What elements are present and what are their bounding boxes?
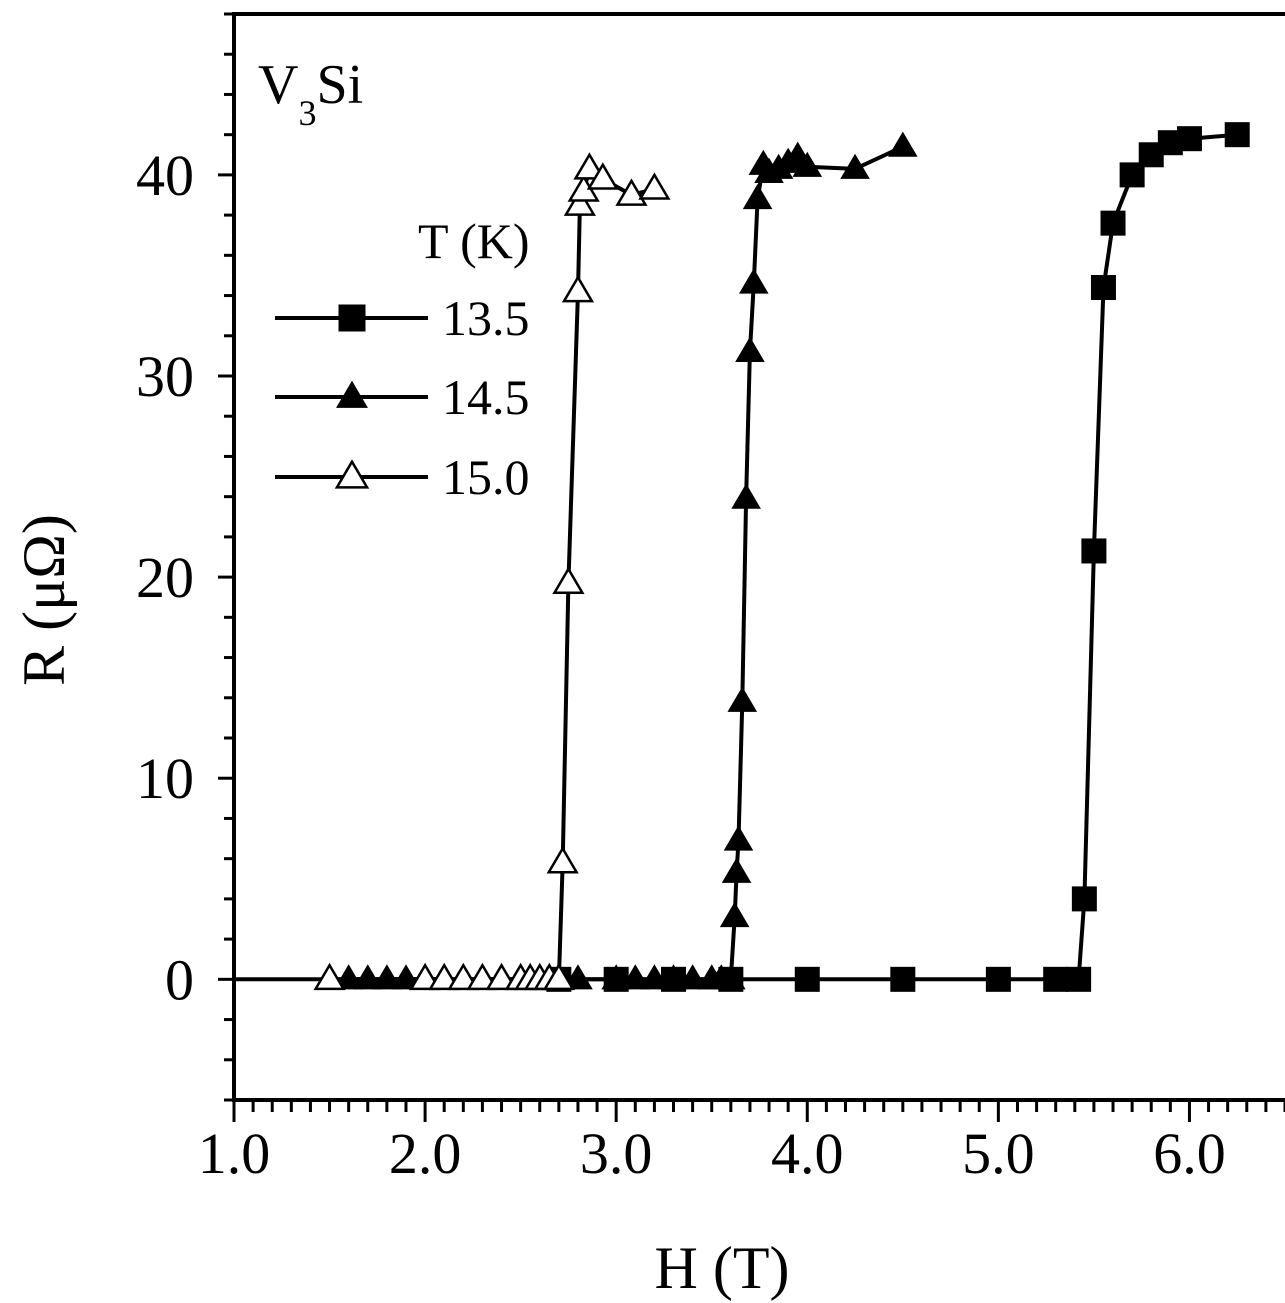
- series-layer: [234, 122, 1250, 992]
- data-point-square: [1224, 122, 1250, 148]
- x-tick-label: 3.0: [580, 1121, 653, 1186]
- legend: T (K) 13.5 14.5 15.0: [275, 213, 530, 505]
- data-point-open-triangle: [334, 459, 370, 489]
- x-tick-label: 2.0: [389, 1121, 462, 1186]
- data-point-square: [1043, 966, 1069, 992]
- data-point-open-triangle: [408, 962, 442, 991]
- data-point-square: [1090, 275, 1116, 301]
- data-point-triangle: [738, 268, 769, 294]
- data-point-open-triangle: [573, 152, 606, 180]
- data-point-triangle: [792, 151, 823, 177]
- data-point-triangle: [742, 183, 773, 210]
- data-point-triangle: [735, 336, 765, 362]
- data-point-open-triangle: [447, 962, 480, 991]
- data-point-triangle: [731, 483, 761, 509]
- data-point-triangle: [727, 686, 758, 712]
- sample-annotation: V3Si: [258, 54, 363, 133]
- y-tick-label: 10: [136, 746, 194, 811]
- data-point-square: [794, 966, 820, 992]
- annotation-tail: Si: [316, 54, 363, 116]
- data-point-square: [1081, 538, 1107, 564]
- data-point-triangle: [601, 964, 631, 990]
- series-13-5: [234, 122, 1250, 992]
- data-point-triangle: [719, 901, 750, 928]
- y-tick-label: 40: [136, 143, 194, 208]
- data-point-square: [1100, 210, 1126, 236]
- data-point-triangle: [721, 857, 752, 883]
- data-point-square: [1071, 886, 1097, 912]
- data-point-open-triangle: [466, 962, 499, 991]
- data-point-triangle: [658, 964, 689, 990]
- plot-area: [232, 12, 1285, 1102]
- data-point-triangle: [840, 153, 870, 179]
- data-point-triangle: [677, 964, 708, 990]
- data-point-square: [338, 304, 366, 332]
- y-tick-label: 30: [136, 344, 194, 409]
- data-point-triangle: [333, 964, 364, 990]
- data-point-square: [985, 966, 1011, 992]
- legend-title: T (K): [418, 213, 530, 269]
- data-point-triangle: [372, 964, 402, 990]
- x-tick-label: 5.0: [962, 1121, 1035, 1186]
- series-14-5: [333, 131, 918, 990]
- data-point-triangle: [639, 964, 670, 990]
- x-tick-label: 4.0: [771, 1121, 844, 1186]
- x-axis-label: H (T): [655, 1235, 790, 1301]
- data-point-open-triangle: [542, 962, 575, 991]
- series-15-0: [313, 152, 671, 991]
- x-tick-label: 1.0: [198, 1121, 271, 1186]
- data-point-square: [1176, 126, 1202, 152]
- data-point-open-triangle: [561, 274, 595, 303]
- legend-label: 15.0: [442, 449, 530, 505]
- data-point-square: [890, 966, 916, 992]
- legend-label: 14.5: [442, 369, 530, 425]
- annotation-subscript: 3: [298, 93, 316, 133]
- data-point-triangle: [563, 964, 593, 990]
- data-point-triangle: [723, 825, 754, 851]
- data-point-triangle: [352, 964, 383, 990]
- data-point-open-triangle: [485, 962, 518, 991]
- y-axis-label: R (μΩ): [11, 514, 77, 686]
- data-point-triangle: [336, 380, 368, 408]
- data-point-open-triangle: [638, 172, 671, 200]
- data-point-triangle: [620, 964, 651, 990]
- data-point-open-triangle: [313, 962, 346, 991]
- data-point-open-triangle: [615, 178, 648, 206]
- legend-label: 13.5: [442, 290, 530, 346]
- data-point-triangle: [391, 964, 421, 990]
- data-point-square: [1066, 966, 1092, 992]
- data-point-open-triangle: [586, 162, 619, 190]
- axis-ticks: [218, 12, 1285, 1122]
- series-line: [348, 144, 904, 982]
- x-tick-labels: 1.0 2.0 3.0 4.0 5.0 6.0: [198, 1121, 1226, 1186]
- data-point-open-triangle: [552, 566, 585, 594]
- y-tick-label: 20: [136, 545, 194, 610]
- data-point-open-triangle: [546, 846, 579, 874]
- y-tick-label: 0: [165, 947, 194, 1012]
- x-tick-label: 6.0: [1153, 1121, 1226, 1186]
- plot-frame: [232, 12, 1285, 1102]
- data-point-triangle: [716, 964, 746, 990]
- data-point-open-triangle: [563, 188, 596, 216]
- y-tick-labels: 0 10 20 30 40: [136, 143, 194, 1012]
- data-point-triangle: [888, 131, 918, 157]
- data-point-open-triangle: [428, 962, 461, 991]
- annotation-main: V: [258, 54, 298, 116]
